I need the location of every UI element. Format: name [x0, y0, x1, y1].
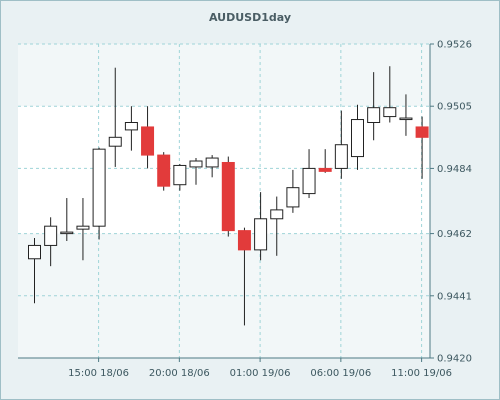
- candle-body-down: [318, 167, 332, 172]
- candle-body-up: [367, 107, 381, 124]
- candle-body-down: [415, 126, 429, 138]
- candle-body-up: [399, 117, 413, 121]
- candles: [28, 66, 429, 326]
- y-tick-label: 0.9441: [437, 291, 472, 302]
- y-axis-labels: 0.9526 0.9505 0.9484 0.9462 0.9441 0.9420: [437, 40, 472, 365]
- candle: [173, 163, 187, 191]
- candle: [302, 149, 316, 199]
- candle: [415, 116, 429, 179]
- y-tick-label: 0.9484: [437, 164, 472, 175]
- candle-body-up: [205, 157, 219, 168]
- candle: [254, 192, 268, 261]
- candle: [28, 238, 41, 304]
- candle-body-up: [189, 160, 203, 168]
- candle-body-up: [44, 225, 58, 246]
- y-tick-label: 0.9505: [437, 102, 472, 113]
- candle: [44, 217, 58, 267]
- y-tick-label: 0.9462: [437, 229, 472, 240]
- candle: [108, 67, 122, 167]
- candle-body-up: [76, 225, 90, 230]
- candle-body-up: [286, 187, 300, 208]
- candle: [286, 169, 300, 213]
- chart-title: AUDUSD1day: [208, 11, 291, 24]
- candle-body-up: [92, 148, 106, 227]
- candle-body-up: [351, 119, 364, 158]
- candle: [351, 104, 364, 170]
- candle: [399, 94, 413, 136]
- candle: [270, 196, 284, 256]
- candle: [221, 156, 235, 237]
- x-tick-label: 11:00 19/06: [391, 368, 452, 379]
- candle-body-up: [60, 231, 74, 235]
- candle-body-up: [173, 164, 187, 186]
- x-tick-label: 01:00 19/06: [230, 368, 291, 379]
- y-tick-label: 0.9420: [437, 354, 472, 365]
- candle: [76, 198, 90, 261]
- axes: [18, 43, 434, 362]
- x-tick-label: 20:00 18/06: [149, 368, 210, 379]
- candle: [383, 66, 397, 123]
- candle-body-down: [221, 161, 235, 232]
- candle-body-up: [254, 218, 268, 251]
- candle: [124, 106, 138, 151]
- candle-body-up: [124, 122, 138, 131]
- candle-body-up: [302, 167, 316, 195]
- x-tick-label: 15:00 18/06: [68, 368, 129, 379]
- y-tick-label: 0.9526: [437, 40, 472, 51]
- x-axis-labels: 15:00 18/06 20:00 18/06 01:00 19/06 06:00 1…: [68, 368, 452, 379]
- candle: [92, 147, 106, 240]
- candle: [189, 158, 203, 185]
- candle: [334, 110, 348, 179]
- candle-body-down: [141, 126, 155, 156]
- candle: [157, 152, 171, 191]
- candle-body-down: [237, 230, 251, 251]
- candle: [318, 149, 332, 173]
- candle: [367, 72, 381, 141]
- x-tick-label: 06:00 19/06: [310, 368, 371, 379]
- candle: [60, 198, 74, 241]
- candle-body-up: [383, 107, 397, 118]
- candle: [141, 106, 155, 169]
- candle-body-down: [157, 154, 171, 187]
- candle-body-up: [270, 209, 284, 220]
- candle-body-up: [334, 144, 348, 169]
- candle: [237, 227, 251, 326]
- candle-body-up: [108, 136, 122, 147]
- candle-body-up: [28, 244, 41, 260]
- candle: [205, 155, 219, 178]
